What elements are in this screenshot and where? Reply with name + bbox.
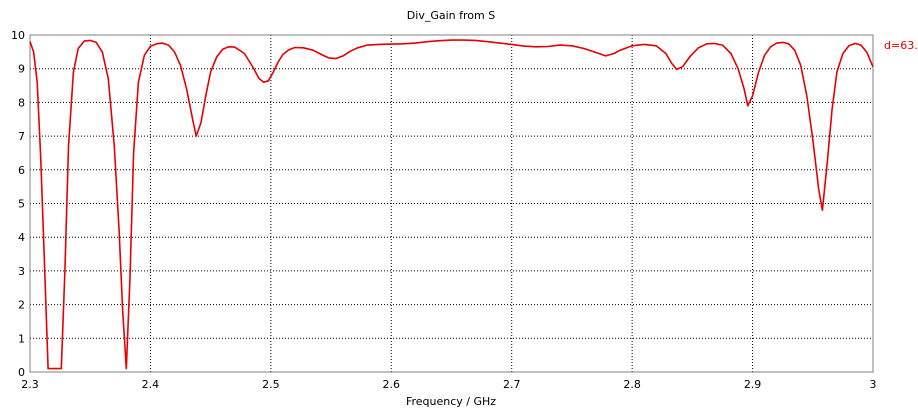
- x-axis-label: Frequency / GHz: [406, 395, 496, 408]
- x-tick-label: 2.8: [623, 378, 641, 391]
- y-tick-label: 8: [18, 96, 25, 109]
- x-tick-label: 2.3: [21, 378, 39, 391]
- grid-lines: [30, 35, 873, 372]
- series-annotation: d=63.5: [884, 39, 918, 52]
- series-line-1: [29, 39, 874, 370]
- y-tick-label: 5: [18, 198, 25, 211]
- plot-frame: [29, 34, 874, 373]
- x-tick-label: 2.6: [383, 378, 401, 391]
- y-tick-label: 6: [18, 164, 25, 177]
- y-tick-label: 2: [18, 299, 25, 312]
- y-tick-label: 0: [18, 366, 25, 379]
- x-tick-label: 3: [870, 378, 877, 391]
- y-tick-label: 4: [18, 231, 25, 244]
- y-tick-label: 10: [11, 29, 25, 42]
- x-tick-label: 2.7: [503, 378, 521, 391]
- y-tick-label: 1: [18, 332, 25, 345]
- y-tick-label: 3: [18, 265, 25, 278]
- chart-title: Div_Gain from S: [407, 9, 495, 22]
- y-tick-label: 7: [18, 130, 25, 143]
- y-tick-label: 9: [18, 63, 25, 76]
- x-tick-label: 2.9: [744, 378, 762, 391]
- x-tick-label: 2.4: [142, 378, 160, 391]
- x-tick-label: 2.5: [262, 378, 280, 391]
